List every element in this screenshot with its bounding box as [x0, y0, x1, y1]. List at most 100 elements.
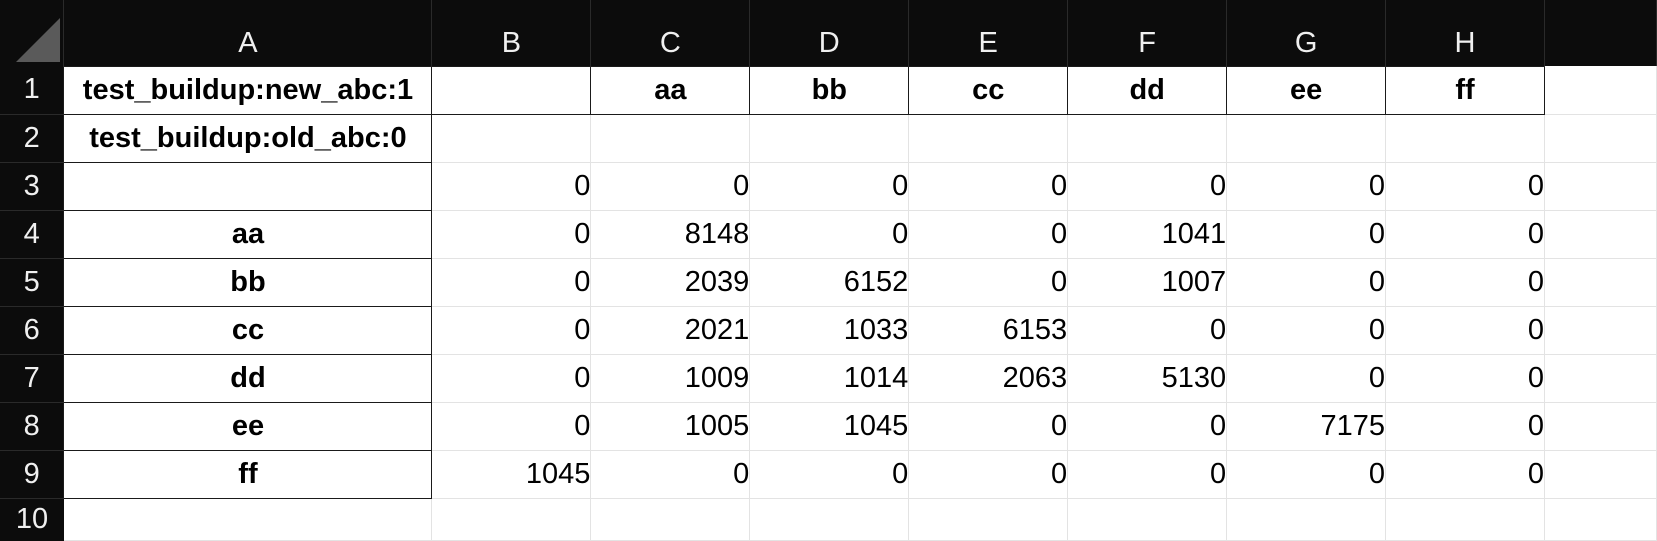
- cell-h2[interactable]: [1385, 114, 1545, 163]
- cell-e4[interactable]: 0: [908, 210, 1069, 259]
- row-header-3[interactable]: 3: [0, 162, 64, 211]
- cell-i4[interactable]: [1544, 210, 1657, 259]
- cell-g10[interactable]: [1226, 498, 1387, 541]
- cell-a8[interactable]: ee: [63, 401, 433, 451]
- cell-g1[interactable]: ee: [1226, 65, 1387, 115]
- row-header-7[interactable]: 7: [0, 354, 64, 403]
- cell-e8[interactable]: 0: [908, 402, 1069, 451]
- cell-d5[interactable]: 6152: [749, 258, 910, 307]
- cell-d2[interactable]: [749, 114, 910, 163]
- cell-d7[interactable]: 1014: [749, 354, 910, 403]
- cell-e3[interactable]: 0: [908, 162, 1069, 211]
- cell-a5[interactable]: bb: [63, 257, 433, 307]
- cell-i1[interactable]: [1544, 66, 1657, 115]
- cell-h5[interactable]: 0: [1385, 258, 1545, 307]
- cell-g5[interactable]: 0: [1226, 258, 1387, 307]
- cell-h10[interactable]: [1385, 498, 1545, 541]
- cell-f9[interactable]: 0: [1067, 450, 1228, 499]
- cell-g8[interactable]: 7175: [1226, 402, 1387, 451]
- cell-h4[interactable]: 0: [1385, 210, 1545, 259]
- cell-e6[interactable]: 6153: [908, 306, 1069, 355]
- cell-b6[interactable]: 0: [431, 306, 592, 355]
- cell-b4[interactable]: 0: [431, 210, 592, 259]
- cell-c5[interactable]: 2039: [590, 258, 751, 307]
- cell-c1[interactable]: aa: [590, 65, 751, 115]
- cell-i5[interactable]: [1544, 258, 1657, 307]
- cell-i10[interactable]: [1544, 498, 1657, 541]
- cell-a9[interactable]: ff: [63, 449, 433, 499]
- row-header-8[interactable]: 8: [0, 402, 64, 451]
- cell-d8[interactable]: 1045: [749, 402, 910, 451]
- row-header-10[interactable]: 10: [0, 498, 64, 540]
- cell-f1[interactable]: dd: [1067, 65, 1228, 115]
- cell-g7[interactable]: 0: [1226, 354, 1387, 403]
- cell-c7[interactable]: 1009: [590, 354, 751, 403]
- cell-d1[interactable]: bb: [749, 65, 910, 115]
- column-header-g[interactable]: G: [1226, 0, 1387, 66]
- column-header-e[interactable]: E: [908, 0, 1069, 66]
- cell-f2[interactable]: [1067, 114, 1228, 163]
- column-header-a[interactable]: A: [63, 0, 433, 66]
- column-header-d[interactable]: D: [749, 0, 910, 66]
- row-header-5[interactable]: 5: [0, 258, 64, 307]
- cell-e5[interactable]: 0: [908, 258, 1069, 307]
- cell-a10[interactable]: [63, 498, 433, 541]
- cell-d10[interactable]: [749, 498, 910, 541]
- cell-h6[interactable]: 0: [1385, 306, 1545, 355]
- cell-g9[interactable]: 0: [1226, 450, 1387, 499]
- cell-b1[interactable]: [431, 65, 592, 115]
- cell-h8[interactable]: 0: [1385, 402, 1545, 451]
- cell-c10[interactable]: [590, 498, 751, 541]
- cell-e1[interactable]: cc: [908, 65, 1069, 115]
- cell-g6[interactable]: 0: [1226, 306, 1387, 355]
- cell-f10[interactable]: [1067, 498, 1228, 541]
- cell-g2[interactable]: [1226, 114, 1387, 163]
- cell-a4[interactable]: aa: [63, 209, 433, 259]
- cell-f3[interactable]: 0: [1067, 162, 1228, 211]
- cell-b7[interactable]: 0: [431, 354, 592, 403]
- cell-g3[interactable]: 0: [1226, 162, 1387, 211]
- cell-e10[interactable]: [908, 498, 1069, 541]
- row-header-6[interactable]: 6: [0, 306, 64, 355]
- cell-f4[interactable]: 1041: [1067, 210, 1228, 259]
- cell-c2[interactable]: [590, 114, 751, 163]
- cell-b5[interactable]: 0: [431, 258, 592, 307]
- cell-a3[interactable]: [63, 161, 433, 211]
- cell-h9[interactable]: 0: [1385, 450, 1545, 499]
- cell-h1[interactable]: ff: [1385, 65, 1545, 115]
- cell-i9[interactable]: [1544, 450, 1657, 499]
- cell-i2[interactable]: [1544, 114, 1657, 163]
- cell-b9[interactable]: 1045: [431, 450, 592, 499]
- select-all-corner[interactable]: [0, 0, 65, 66]
- column-header-blank[interactable]: [1544, 0, 1657, 66]
- cell-a2[interactable]: test_buildup:old_abc:0: [63, 113, 433, 163]
- cell-e7[interactable]: 2063: [908, 354, 1069, 403]
- cell-d3[interactable]: 0: [749, 162, 910, 211]
- cell-a6[interactable]: cc: [63, 305, 433, 355]
- cell-c6[interactable]: 2021: [590, 306, 751, 355]
- cell-d4[interactable]: 0: [749, 210, 910, 259]
- column-header-f[interactable]: F: [1067, 0, 1228, 66]
- column-header-h[interactable]: H: [1385, 0, 1545, 66]
- cell-i3[interactable]: [1544, 162, 1657, 211]
- column-header-c[interactable]: C: [590, 0, 751, 66]
- cell-f8[interactable]: 0: [1067, 402, 1228, 451]
- cell-i8[interactable]: [1544, 402, 1657, 451]
- cell-f7[interactable]: 5130: [1067, 354, 1228, 403]
- cell-c8[interactable]: 1005: [590, 402, 751, 451]
- row-header-4[interactable]: 4: [0, 210, 64, 259]
- cell-c9[interactable]: 0: [590, 450, 751, 499]
- cell-e9[interactable]: 0: [908, 450, 1069, 499]
- cell-b3[interactable]: 0: [431, 162, 592, 211]
- cell-b8[interactable]: 0: [431, 402, 592, 451]
- cell-d6[interactable]: 1033: [749, 306, 910, 355]
- cell-c4[interactable]: 8148: [590, 210, 751, 259]
- cell-i6[interactable]: [1544, 306, 1657, 355]
- cell-h3[interactable]: 0: [1385, 162, 1545, 211]
- cell-i7[interactable]: [1544, 354, 1657, 403]
- row-header-9[interactable]: 9: [0, 450, 64, 499]
- column-header-b[interactable]: B: [431, 0, 592, 66]
- cell-f5[interactable]: 1007: [1067, 258, 1228, 307]
- cell-g4[interactable]: 0: [1226, 210, 1387, 259]
- cell-h7[interactable]: 0: [1385, 354, 1545, 403]
